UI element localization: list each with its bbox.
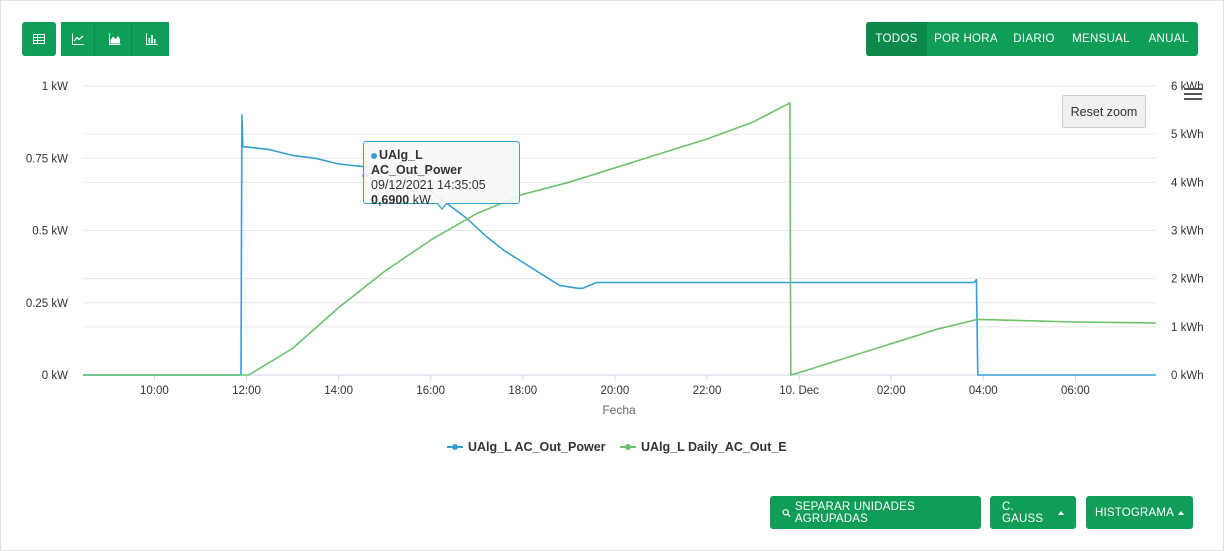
y-left-tick-label: 0.25 kW — [26, 298, 68, 310]
x-tick-label: 06:00 — [1061, 385, 1090, 397]
x-tick-label: 04:00 — [969, 385, 998, 397]
y-left-tick-label: 0 kW — [42, 370, 68, 382]
x-tick-label: 16:00 — [416, 385, 445, 397]
x-axis-title: Fecha — [602, 403, 636, 417]
x-tick-label: 18:00 — [508, 385, 537, 397]
series-group[interactable] — [83, 102, 1157, 376]
area-chart-button[interactable] — [98, 22, 132, 56]
hamburger-menu-icon[interactable] — [1184, 88, 1202, 102]
area-chart-icon — [108, 33, 120, 45]
x-tick-label: 12:00 — [232, 385, 261, 397]
y-right-tick-label: 2 kWh — [1171, 274, 1204, 286]
zoom-icon — [782, 508, 791, 517]
caret-up-icon — [1178, 510, 1185, 515]
x-tick-label: 02:00 — [877, 385, 906, 397]
tooltip-unit: kW — [412, 193, 431, 207]
y-right-tick-label: 4 kWh — [1171, 177, 1204, 189]
y-right-tick-label: 0 kWh — [1171, 370, 1204, 382]
time-range-group: TODOS POR HORA DIARIO MENSUAL ANUAL — [866, 22, 1198, 56]
legend-label-energy: UAlg_L Daily_AC_Out_E — [641, 440, 787, 454]
legend-item-energy[interactable]: UAlg_L Daily_AC_Out_E — [620, 438, 787, 456]
separate-units-label: SEPARAR UNIDADES AGRUPADAS — [794, 500, 915, 525]
tooltip-datetime: 09/12/2021 14:35:05 — [371, 178, 486, 192]
gauss-dropdown-button[interactable]: C. GAUSS — [990, 496, 1076, 529]
histogram-label: HISTOGRAMA — [1094, 506, 1175, 519]
range-anual-button[interactable]: ANUAL — [1148, 33, 1189, 45]
bar-chart-button[interactable] — [135, 22, 169, 56]
gauss-label: C. GAUSS — [1002, 500, 1044, 525]
x-tick-label: 10. Dec — [779, 385, 819, 397]
legend-item-power[interactable]: UAlg_L AC_Out_Power — [447, 438, 606, 456]
range-todos-button[interactable]: TODOS — [866, 22, 927, 56]
table-view-button[interactable] — [22, 22, 56, 56]
tooltip-series-name: UAlg_L AC_Out_Power — [371, 148, 462, 177]
y-right-tick-label: 1 kWh — [1171, 322, 1204, 334]
caret-up-icon — [1058, 510, 1064, 515]
y-left-tick-label: 0.5 kW — [32, 226, 68, 238]
table-icon — [33, 34, 45, 44]
range-mensual-button[interactable]: MENSUAL — [1072, 33, 1130, 45]
chart-type-group — [61, 22, 169, 56]
x-tick-label: 22:00 — [693, 385, 722, 397]
range-por-hora-button[interactable]: POR HORA — [934, 33, 998, 45]
line-chart-button[interactable] — [61, 22, 95, 56]
chart-grid — [83, 85, 1156, 376]
x-axis: 10:00 12:00 14:00 16:00 18:00 20:00 22:00 10. D… — [83, 374, 1156, 397]
y-right-tick-label: 3 kWh — [1171, 226, 1204, 238]
x-tick-label: 10:00 — [140, 385, 169, 397]
legend-swatch-power — [447, 444, 463, 450]
reset-zoom-button[interactable]: Reset zoom — [1062, 95, 1146, 128]
tooltip-value: 0,6900 — [371, 193, 410, 207]
x-tick-label: 14:00 — [324, 385, 353, 397]
bar-chart-icon — [146, 33, 158, 45]
tooltip: UAlg_L AC_Out_Power 09/12/2021 14:35:05 … — [363, 141, 520, 207]
y-right-tick-label: 5 kWh — [1171, 129, 1204, 141]
y-right-tick-label: 6 kWh — [1171, 81, 1204, 93]
separate-units-button[interactable]: SEPARAR UNIDADES AGRUPADAS — [770, 496, 981, 529]
series-line-energy[interactable] — [83, 102, 1157, 376]
histogram-dropdown-button[interactable]: HISTOGRAMA — [1086, 496, 1193, 529]
tooltip-pointer-inner — [437, 202, 447, 208]
right-axis: 0 kWh 1 kWh 2 kWh 3 kWh 4 kWh 5 kWh 6 kWh — [1171, 81, 1204, 382]
range-diario-button[interactable]: DIARIO — [1013, 33, 1055, 45]
y-left-tick-label: 1 kW — [42, 81, 68, 93]
y-left-tick-label: 0.75 kW — [26, 153, 68, 165]
tooltip-series-dot — [371, 152, 377, 159]
series-line-power[interactable] — [83, 114, 1156, 376]
x-tick-label: 20:00 — [601, 385, 630, 397]
line-chart-icon — [71, 33, 83, 45]
legend-swatch-energy — [620, 444, 636, 450]
legend-label-power: UAlg_L AC_Out_Power — [468, 440, 606, 454]
left-axis: 0 kW 0.25 kW 0.5 kW 0.75 kW 1 kW — [26, 81, 68, 382]
